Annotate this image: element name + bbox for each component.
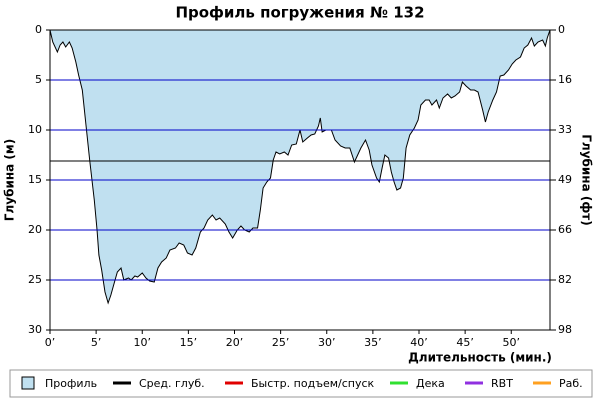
x-tick-label: 10’ [134, 336, 152, 349]
y2-tick-label: 98 [558, 323, 572, 336]
y-tick-label: 5 [35, 73, 42, 86]
x-tick-label: 5’ [91, 336, 102, 349]
y-tick-label: 20 [28, 223, 42, 236]
x-axis-label: Длительность (мин.) [408, 351, 552, 365]
x-tick-label: 45’ [456, 336, 474, 349]
x-tick-label: 0’ [45, 336, 56, 349]
legend-label: Профиль [45, 377, 97, 390]
y2-tick-label: 49 [558, 173, 572, 186]
legend-label: Быстр. подъем/спуск [251, 377, 375, 390]
x-tick-label: 15’ [180, 336, 198, 349]
y2-tick-label: 16 [558, 73, 572, 86]
legend-label: RBT [491, 377, 513, 390]
y-axis-label: Глубина (м) [3, 139, 17, 221]
x-tick-label: 40’ [410, 336, 428, 349]
x-tick-label: 50’ [503, 336, 521, 349]
x-tick-label: 30’ [318, 336, 336, 349]
y-tick-label: 30 [28, 323, 42, 336]
y-tick-label: 25 [28, 273, 42, 286]
y2-tick-label: 0 [558, 23, 565, 36]
y-tick-label: 0 [35, 23, 42, 36]
legend-swatch [21, 376, 35, 390]
x-tick-label: 20’ [226, 336, 244, 349]
legend-label: Раб. [559, 377, 583, 390]
profile-area [49, 29, 551, 305]
legend-label: Сред. глуб. [139, 377, 205, 390]
chart-title: Профиль погружения № 132 [175, 4, 424, 22]
y-tick-label: 15 [28, 173, 42, 186]
x-tick-label: 35’ [364, 336, 382, 349]
y-tick-label: 10 [28, 123, 42, 136]
y2-tick-label: 33 [558, 123, 572, 136]
y2-tick-label: 82 [558, 273, 572, 286]
y2-tick-label: 66 [558, 223, 572, 236]
legend-label: Дека [416, 377, 445, 390]
legend-box [9, 369, 593, 398]
x-tick-label: 25’ [272, 336, 290, 349]
y2-axis-label: Глубина (фт) [580, 134, 594, 225]
